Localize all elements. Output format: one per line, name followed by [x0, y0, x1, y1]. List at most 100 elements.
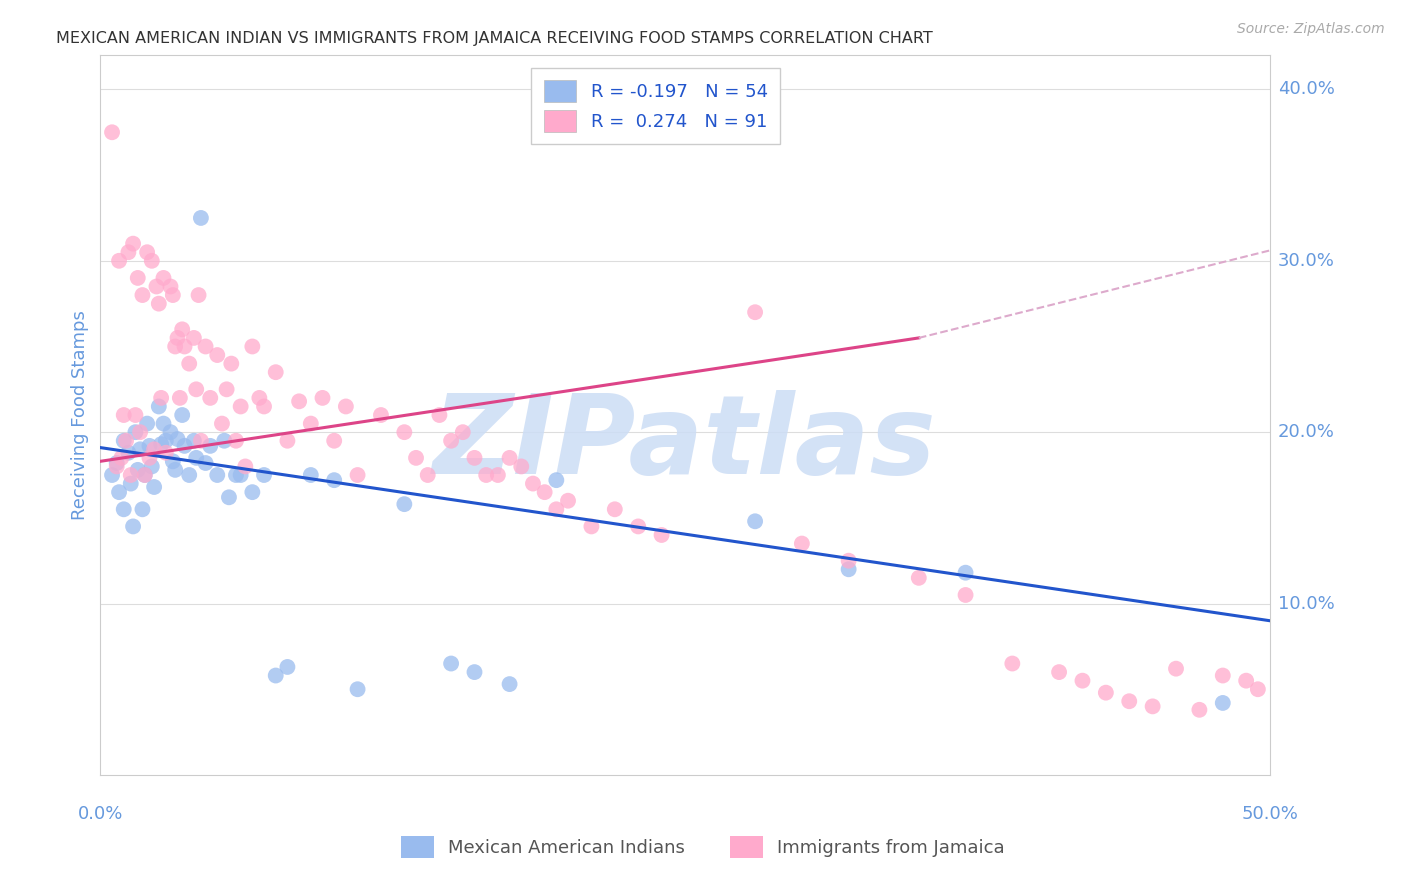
- Point: [194, 339, 217, 353]
- Point: [120, 468, 142, 483]
- Point: [101, 468, 124, 483]
- Point: [1188, 703, 1211, 717]
- Point: [172, 408, 194, 422]
- Point: [112, 502, 135, 516]
- Point: [150, 437, 173, 451]
- Point: [159, 425, 181, 439]
- Point: [183, 434, 205, 448]
- Point: [124, 425, 146, 439]
- Point: [510, 459, 533, 474]
- Point: [131, 288, 153, 302]
- Point: [1212, 668, 1234, 682]
- Point: [173, 339, 195, 353]
- Point: [173, 439, 195, 453]
- Point: [115, 434, 138, 448]
- Point: [211, 417, 233, 431]
- Text: 50.0%: 50.0%: [1241, 805, 1298, 823]
- Point: [1071, 673, 1094, 688]
- Point: [627, 519, 650, 533]
- Point: [187, 288, 209, 302]
- Point: [1142, 699, 1164, 714]
- Point: [200, 439, 222, 453]
- Point: [522, 476, 544, 491]
- Legend: R = -0.197   N = 54, R =  0.274   N = 91: R = -0.197 N = 54, R = 0.274 N = 91: [531, 68, 780, 145]
- Point: [498, 677, 520, 691]
- Point: [214, 434, 236, 448]
- Point: [207, 468, 229, 483]
- Point: [105, 456, 128, 470]
- Point: [1118, 694, 1140, 708]
- Point: [790, 536, 813, 550]
- Point: [907, 571, 929, 585]
- Point: [276, 434, 298, 448]
- Point: [546, 473, 568, 487]
- Point: [138, 450, 160, 465]
- Point: [299, 417, 322, 431]
- Point: [155, 446, 177, 460]
- Point: [134, 468, 156, 483]
- Text: 30.0%: 30.0%: [1278, 252, 1334, 269]
- Point: [955, 588, 977, 602]
- Point: [117, 245, 139, 260]
- Point: [229, 468, 252, 483]
- Point: [148, 400, 170, 414]
- Point: [498, 450, 520, 465]
- Point: [838, 554, 860, 568]
- Point: [370, 408, 392, 422]
- Point: [225, 434, 247, 448]
- Point: [172, 322, 194, 336]
- Point: [416, 468, 439, 483]
- Point: [603, 502, 626, 516]
- Point: [117, 446, 139, 460]
- Point: [108, 485, 131, 500]
- Point: [143, 442, 166, 457]
- Point: [122, 236, 145, 251]
- Point: [162, 454, 184, 468]
- Point: [165, 463, 187, 477]
- Point: [253, 468, 276, 483]
- Point: [1247, 682, 1270, 697]
- Point: [207, 348, 229, 362]
- Point: [264, 365, 287, 379]
- Point: [1095, 686, 1118, 700]
- Point: [299, 468, 322, 483]
- Text: 40.0%: 40.0%: [1278, 80, 1334, 98]
- Legend: Mexican American Indians, Immigrants from Jamaica: Mexican American Indians, Immigrants fro…: [392, 827, 1014, 867]
- Text: ZIPatlas: ZIPatlas: [433, 391, 936, 498]
- Point: [486, 468, 509, 483]
- Point: [247, 391, 270, 405]
- Point: [120, 476, 142, 491]
- Point: [122, 519, 145, 533]
- Point: [112, 434, 135, 448]
- Point: [335, 400, 357, 414]
- Point: [112, 408, 135, 422]
- Point: [744, 514, 766, 528]
- Point: [150, 391, 173, 405]
- Text: 20.0%: 20.0%: [1278, 423, 1334, 442]
- Point: [101, 125, 124, 139]
- Point: [1164, 662, 1187, 676]
- Point: [131, 502, 153, 516]
- Point: [405, 450, 427, 465]
- Point: [276, 660, 298, 674]
- Point: [288, 394, 311, 409]
- Point: [240, 339, 263, 353]
- Point: [475, 468, 498, 483]
- Point: [533, 485, 555, 500]
- Point: [215, 382, 238, 396]
- Point: [744, 305, 766, 319]
- Point: [233, 459, 256, 474]
- Point: [218, 491, 240, 505]
- Point: [134, 468, 156, 483]
- Point: [105, 459, 128, 474]
- Point: [179, 468, 201, 483]
- Point: [581, 519, 603, 533]
- Point: [838, 562, 860, 576]
- Point: [240, 485, 263, 500]
- Point: [141, 459, 163, 474]
- Point: [186, 382, 208, 396]
- Point: [110, 450, 132, 465]
- Point: [166, 331, 188, 345]
- Point: [152, 417, 174, 431]
- Point: [141, 253, 163, 268]
